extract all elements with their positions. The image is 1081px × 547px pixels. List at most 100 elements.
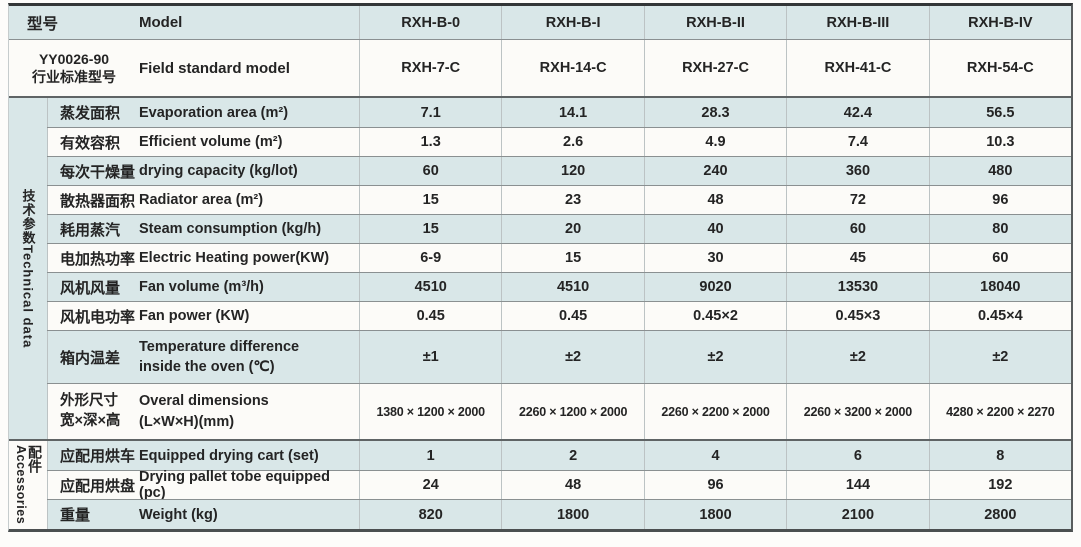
value-cell: 18040 [928, 273, 1071, 301]
value-cell: 240 [643, 157, 786, 185]
value-cell: 2260 × 1200 × 2000 [501, 384, 643, 439]
value-cell: 2 [501, 441, 643, 470]
row-overall-dimensions: 外形尺寸 宽×深×高 Overal dimensions (L×W×H)(mm)… [47, 383, 1071, 439]
value-cell: 4510 [501, 273, 643, 301]
row-fan-volume: 风机风量 Fan volume (m³/h) 4510 4510 9020 13… [47, 272, 1071, 301]
model-cell: RXH-B-II [643, 6, 786, 39]
row-label-en-line1: Overal dimensions [139, 393, 269, 410]
row-label-cn-line2: 宽×深×高 [60, 412, 121, 429]
value-cell: 60 [928, 244, 1071, 272]
value-cell: 4.9 [643, 128, 786, 156]
model-header-en: Model [139, 14, 183, 31]
value-cell: ±2 [928, 331, 1071, 383]
value-cell: 0.45 [501, 302, 643, 330]
value-cell: ±2 [643, 331, 786, 383]
value-cell: ±1 [359, 331, 501, 383]
technical-section: 技术参数Technical data 蒸发面积 Evaporation area… [9, 96, 1071, 439]
model-cell: RXH-B-IV [928, 6, 1071, 39]
technical-group-label: 技术参数Technical data [20, 188, 36, 349]
value-cell: 7.4 [786, 128, 928, 156]
row-temperature-difference: 箱内温差 Temperature difference inside the o… [47, 330, 1071, 383]
value-cell: 2800 [928, 500, 1071, 529]
value-cell: 820 [359, 500, 501, 529]
value-cell: ±2 [786, 331, 928, 383]
value-cell: 72 [786, 186, 928, 214]
row-label-cn: 有效容积 [47, 128, 139, 156]
value-cell: 30 [643, 244, 786, 272]
row-label-cn: 电加热功率 [47, 244, 139, 272]
row-label-en: Drying pallet tobe equipped (pc) [139, 469, 330, 501]
value-cell: 80 [928, 215, 1071, 243]
value-cell: 15 [501, 244, 643, 272]
value-cell: 60 [359, 157, 501, 185]
value-cell: 15 [359, 215, 501, 243]
accessories-group-en: Accessories [14, 445, 28, 525]
row-label-en-line2: (L×W×H)(mm) [139, 413, 235, 430]
value-cell: 42.4 [786, 98, 928, 127]
value-cell: 1.3 [359, 128, 501, 156]
standard-code: YY0026-90 [38, 50, 110, 67]
row-label-en: Efficient volume (m²) [139, 134, 283, 150]
row-label-cn: 箱内温差 [47, 331, 139, 383]
accessories-rows: 应配用烘车 Equipped drying cart (set) 1 2 4 6… [47, 441, 1071, 529]
accessories-group-cell: 配件 Accessories [9, 441, 47, 529]
value-cell: 1 [359, 441, 501, 470]
row-label-en: drying capacity (kg/lot) [139, 163, 298, 179]
value-cell: 8 [928, 441, 1071, 470]
value-cell: 9020 [643, 273, 786, 301]
value-cell: 4 [643, 441, 786, 470]
standard-model-en: Field standard model [139, 59, 290, 77]
model-header-label: 型号 Model [9, 6, 359, 39]
row-label-en: Radiator area (m²) [139, 192, 264, 208]
row-label-en: Equipped drying cart (set) [139, 447, 319, 464]
row-label-cn: 风机风量 [47, 273, 139, 301]
value-cell: 120 [501, 157, 643, 185]
row-radiator-area: 散热器面积 Radiator area (m²) 15 23 48 72 96 [47, 185, 1071, 214]
value-cell: 2260 × 3200 × 2000 [786, 384, 928, 439]
row-label-cn: 应配用烘盘 [47, 471, 139, 499]
value-cell: 96 [643, 471, 786, 499]
row-label-en: Temperature difference inside the oven (… [139, 331, 359, 383]
value-cell: ±2 [501, 331, 643, 383]
model-cell: RXH-B-I [501, 6, 643, 39]
value-cell: 480 [928, 157, 1071, 185]
row-electric-heating-power: 电加热功率 Electric Heating power(KW) 6-9 15 … [47, 243, 1071, 272]
model-cell: RXH-B-0 [359, 6, 501, 39]
value-cell: 13530 [786, 273, 928, 301]
row-drying-pallet: 应配用烘盘 Drying pallet tobe equipped (pc) 2… [47, 469, 1071, 501]
row-label-cn: 应配用烘车 [47, 441, 139, 470]
standard-model-cell: RXH-54-C [928, 40, 1071, 96]
value-cell: 0.45×2 [643, 302, 786, 330]
row-label-cn: 每次干燥量 [47, 157, 139, 185]
model-cell: RXH-B-III [786, 6, 928, 39]
row-label-en: Evaporation area (m²) [139, 104, 289, 121]
value-cell: 23 [501, 186, 643, 214]
row-label-en: Fan volume (m³/h) [139, 279, 264, 295]
value-cell: 15 [359, 186, 501, 214]
value-cell: 45 [786, 244, 928, 272]
row-label-en-line1: Temperature difference [139, 338, 300, 355]
value-cell: 14.1 [501, 98, 643, 127]
row-label-en: Electric Heating power(KW) [139, 250, 330, 266]
value-cell: 7.1 [359, 98, 501, 127]
value-cell: 0.45×3 [786, 302, 928, 330]
row-drying-capacity: 每次干燥量 drying capacity (kg/lot) 60 120 24… [47, 156, 1071, 185]
row-weight: 重量 Weight (kg) 820 1800 1800 2100 2800 [47, 499, 1071, 529]
spec-table: 型号 Model RXH-B-0 RXH-B-I RXH-B-II RXH-B-… [8, 3, 1073, 532]
value-cell: 4280 × 2200 × 2270 [928, 384, 1071, 439]
technical-rows: 蒸发面积 Evaporation area (m²) 7.1 14.1 28.3… [47, 98, 1071, 439]
model-header-cn: 型号 [27, 15, 59, 33]
value-cell: 1800 [643, 500, 786, 529]
value-cell: 60 [786, 215, 928, 243]
row-efficient-volume: 有效容积 Efficient volume (m²) 1.3 2.6 4.9 7… [47, 127, 1071, 156]
value-cell: 0.45 [359, 302, 501, 330]
standard-model-label: YY0026-90 行业标准型号 Field standard model [9, 40, 359, 96]
row-steam-consumption: 耗用蒸汽 Steam consumption (kg/h) 15 20 40 6… [47, 214, 1071, 243]
value-cell: 20 [501, 215, 643, 243]
standard-model-cell: RXH-41-C [786, 40, 928, 96]
standard-model-cell: RXH-27-C [643, 40, 786, 96]
standard-model-cn: YY0026-90 行业标准型号 [9, 40, 139, 96]
accessories-section: 配件 Accessories 应配用烘车 Equipped drying car… [9, 439, 1071, 529]
value-cell: 360 [786, 157, 928, 185]
row-label-cn: 外形尺寸 宽×深×高 [47, 384, 139, 439]
